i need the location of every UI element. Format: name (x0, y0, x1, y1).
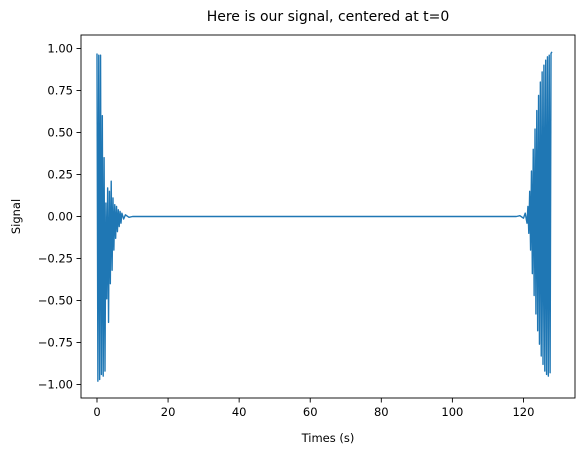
series-layer (96, 51, 553, 382)
y-tick-label: −0.75 (38, 336, 73, 350)
x-tick-label: 0 (93, 405, 100, 419)
y-tick-label: 0.25 (47, 167, 73, 181)
chart-title: Here is our signal, centered at t=0 (207, 9, 450, 25)
x-axis: 0 20 40 60 80 100 120 (93, 398, 534, 419)
y-tick-label: −0.50 (38, 294, 73, 308)
y-tick-label: −0.25 (38, 252, 73, 266)
y-axis-label: Signal (9, 199, 23, 234)
x-tick-label: 100 (441, 405, 463, 419)
x-tick-label: 20 (161, 405, 176, 419)
y-tick-label: 1.00 (47, 41, 73, 55)
x-axis-label: Times (s) (301, 431, 355, 445)
x-tick-label: 60 (303, 405, 318, 419)
x-tick-label: 80 (374, 405, 389, 419)
x-tick-label: 120 (512, 405, 534, 419)
signal-series-line (96, 51, 553, 382)
y-tick-label: 0.50 (47, 125, 73, 139)
y-axis: −1.00 −0.75 −0.50 −0.25 0.00 0.25 0.50 0.75 1.00 (38, 41, 81, 392)
y-tick-label: 0.00 (47, 210, 73, 224)
x-tick-label: 40 (232, 405, 247, 419)
y-tick-label: 0.75 (47, 83, 73, 97)
y-tick-label: −1.00 (38, 378, 73, 392)
